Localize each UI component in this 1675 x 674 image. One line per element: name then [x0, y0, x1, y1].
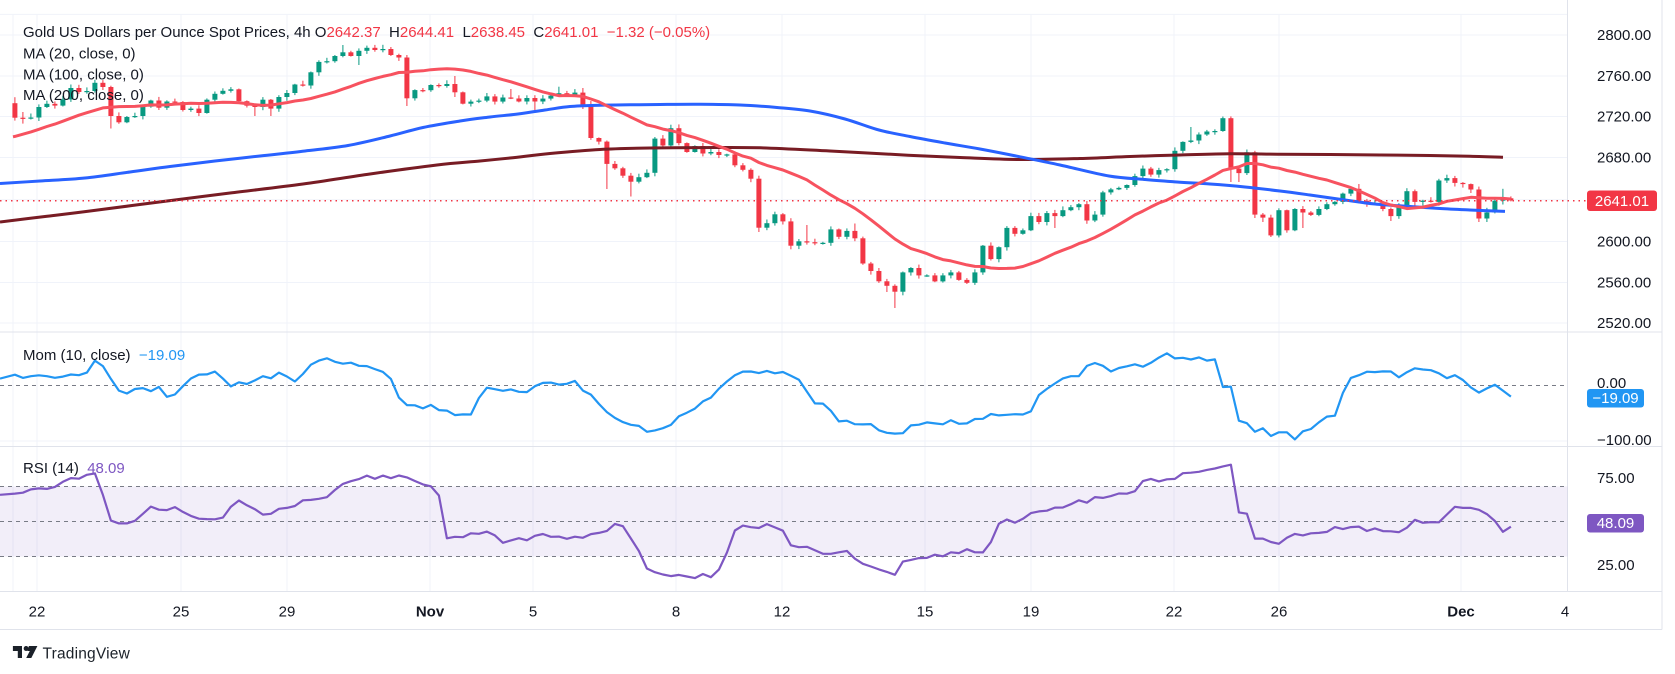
- svg-text:Mom (10, close) −19.09: Mom (10, close) −19.09: [23, 347, 185, 364]
- svg-text:Gold US Dollars per Ounce Spot: Gold US Dollars per Ounce Spot Prices, 4…: [23, 24, 710, 41]
- svg-text:12: 12: [774, 604, 791, 621]
- svg-text:15: 15: [917, 604, 934, 621]
- svg-text:MA (200, close, 0): MA (200, close, 0): [23, 87, 144, 104]
- svg-text:75.00: 75.00: [1597, 470, 1635, 487]
- svg-text:48.09: 48.09: [1597, 515, 1635, 532]
- svg-text:Dec: Dec: [1447, 604, 1475, 621]
- svg-text:2520.00: 2520.00: [1597, 315, 1651, 332]
- svg-text:Nov: Nov: [416, 604, 445, 621]
- svg-text:TradingView: TradingView: [43, 646, 131, 663]
- svg-text:2680.00: 2680.00: [1597, 150, 1651, 167]
- svg-text:5: 5: [529, 604, 537, 621]
- svg-text:0.00: 0.00: [1597, 375, 1626, 392]
- svg-text:2560.00: 2560.00: [1597, 275, 1651, 292]
- svg-text:2720.00: 2720.00: [1597, 109, 1651, 126]
- svg-text:26: 26: [1271, 604, 1288, 621]
- svg-text:22: 22: [29, 604, 46, 621]
- svg-text:MA (20, close, 0): MA (20, close, 0): [23, 46, 136, 63]
- svg-text:8: 8: [672, 604, 680, 621]
- svg-text:2760.00: 2760.00: [1597, 68, 1651, 85]
- svg-text:29: 29: [279, 604, 296, 621]
- svg-text:19: 19: [1023, 604, 1040, 621]
- svg-text:−100.00: −100.00: [1597, 432, 1652, 449]
- svg-text:25: 25: [173, 604, 190, 621]
- svg-text:4: 4: [1561, 604, 1569, 621]
- svg-text:25.00: 25.00: [1597, 557, 1635, 574]
- svg-text:−19.09: −19.09: [1592, 390, 1638, 407]
- svg-text:22: 22: [1166, 604, 1183, 621]
- svg-text:2600.00: 2600.00: [1597, 234, 1651, 251]
- svg-text:RSI (14) 48.09: RSI (14) 48.09: [23, 460, 125, 477]
- svg-text:2800.00: 2800.00: [1597, 27, 1651, 44]
- svg-text:2641.01: 2641.01: [1595, 193, 1649, 210]
- svg-text:MA (100, close, 0): MA (100, close, 0): [23, 67, 144, 84]
